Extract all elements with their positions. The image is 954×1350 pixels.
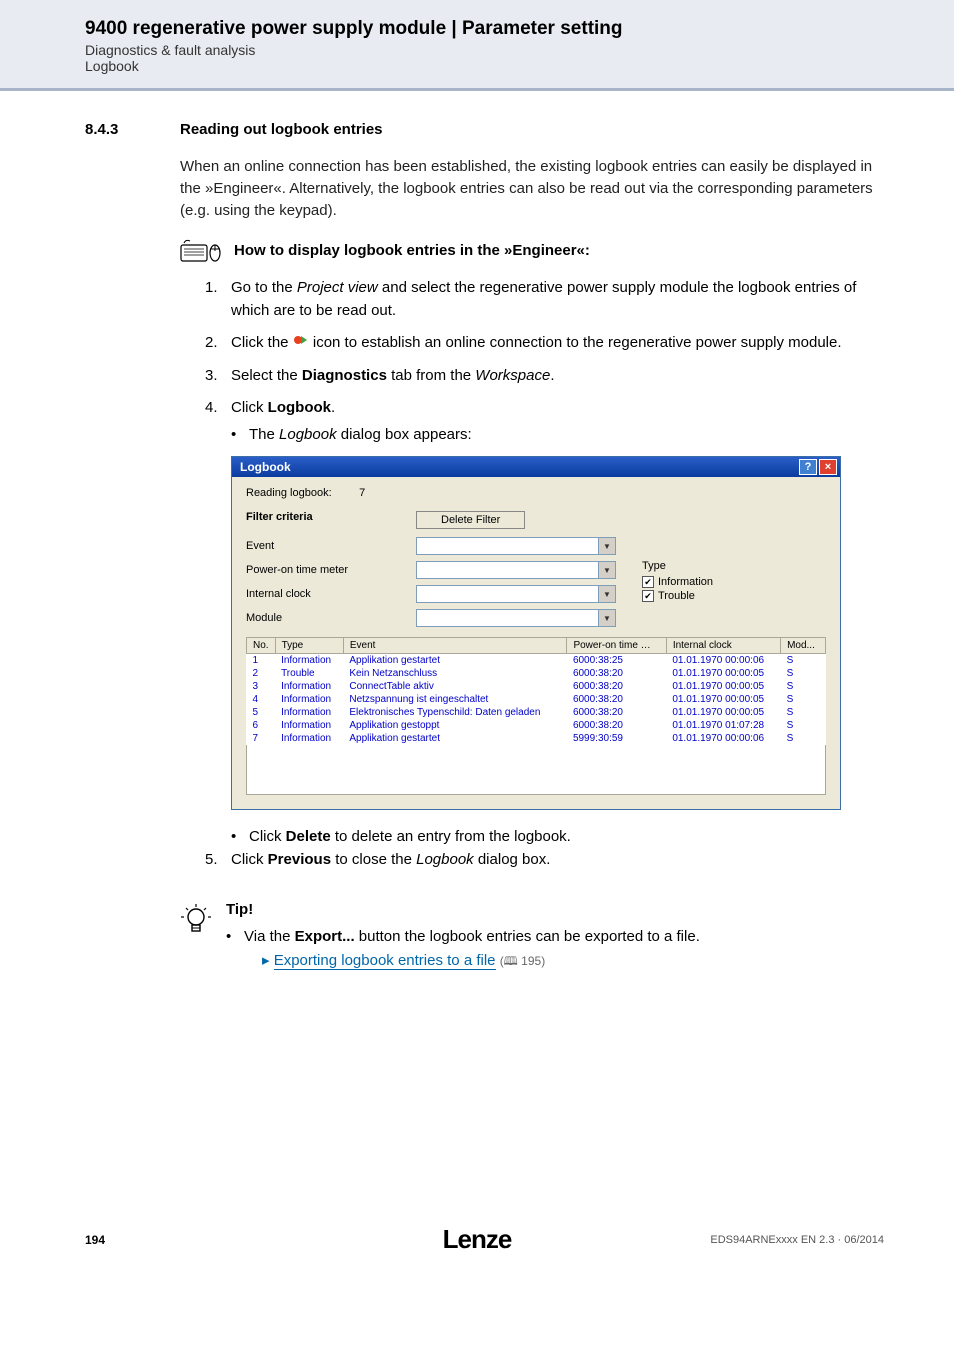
step-text: Go to the Project view and select the re… (231, 277, 884, 322)
dialog-titlebar: Logbook ? × (232, 457, 840, 477)
information-checkbox[interactable]: ✔ (642, 576, 654, 588)
internal-clock-label: Internal clock (246, 588, 416, 600)
col-type[interactable]: Type (275, 638, 343, 654)
tip-title: Tip! (226, 899, 884, 922)
keyboard-mouse-icon (180, 237, 224, 263)
step-number: 1. (205, 277, 231, 322)
page-footer: 194 Lenze EDS94ARNExxxx EN 2.3 · 06/2014 (0, 1233, 954, 1277)
howto-title: How to display logbook entries in the »E… (234, 242, 590, 259)
table-row[interactable]: 7InformationApplikation gestartet5999:30… (247, 732, 826, 745)
header-title: 9400 regenerative power supply module | … (85, 18, 924, 40)
header-subtitle-1: Diagnostics & fault analysis (85, 42, 924, 58)
module-combo[interactable] (416, 609, 616, 627)
step-5: 5. Click Previous to close the Logbook d… (205, 849, 884, 872)
type-information-checkbox-row: ✔ Information (642, 576, 826, 588)
col-power-on[interactable]: Power-on time … (567, 638, 666, 654)
section-heading: 8.4.3 Reading out logbook entries (85, 121, 884, 138)
step-text: Select the Diagnostics tab from the Work… (231, 365, 884, 388)
table-row[interactable]: 4InformationNetzspannung ist eingeschalt… (247, 693, 826, 706)
step-4: 4. Click Logbook. • The Logbook dialog b… (205, 397, 884, 446)
step-text: Click Logbook. • The Logbook dialog box … (231, 397, 884, 446)
link-arrow-icon: ▸ (262, 952, 270, 969)
delete-filter-button[interactable]: Delete Filter (416, 511, 525, 529)
event-label: Event (246, 540, 416, 552)
tip-bullet: • Via the Export... button the logbook e… (226, 926, 884, 973)
reading-label: Reading logbook: (246, 487, 356, 499)
type-trouble-checkbox-row: ✔ Trouble (642, 590, 826, 602)
step-3: 3. Select the Diagnostics tab from the W… (205, 365, 884, 388)
table-row[interactable]: 1InformationApplikation gestartet6000:38… (247, 654, 826, 668)
section-title: Reading out logbook entries (180, 121, 383, 138)
dialog-body: Reading logbook: 7 Filter criteria Delet… (232, 477, 840, 809)
step-text: Click the icon to establish an online co… (231, 332, 884, 355)
page-header: 9400 regenerative power supply module | … (0, 0, 954, 91)
internal-clock-combo[interactable] (416, 585, 616, 603)
tip-link-row: ▸ Exporting logbook entries to a file (🕮… (262, 950, 700, 973)
howto-heading: How to display logbook entries in the »E… (180, 237, 884, 263)
reading-value: 7 (359, 487, 365, 499)
steps-list: 1. Go to the Project view and select the… (205, 277, 884, 446)
step-number: 5. (205, 849, 231, 872)
table-row[interactable]: 5InformationElektronisches Typenschild: … (247, 706, 826, 719)
step-number: 3. (205, 365, 231, 388)
table-row[interactable]: 6InformationApplikation gestoppt6000:38:… (247, 719, 826, 732)
col-clock[interactable]: Internal clock (666, 638, 780, 654)
lightbulb-icon (180, 899, 212, 973)
dialog-title: Logbook (240, 460, 291, 474)
step-number: 4. (205, 397, 231, 446)
type-filter-box: Type ✔ Information ✔ Trouble (626, 560, 826, 604)
link-page-ref: (🕮 195) (500, 954, 546, 968)
step-4-bullet: • The Logbook dialog box appears: (231, 424, 884, 447)
power-on-label: Power-on time meter (246, 564, 416, 576)
doc-id: EDS94ARNExxxx EN 2.3 · 06/2014 (710, 1234, 884, 1246)
logbook-table: No. Type Event Power-on time … Internal … (246, 637, 826, 745)
logbook-dialog: Logbook ? × Reading logbook: 7 Filter cr… (231, 456, 841, 810)
module-label: Module (246, 612, 416, 624)
help-button[interactable]: ? (799, 459, 817, 475)
filter-criteria-section: Filter criteria Delete Filter Event Type… (246, 511, 826, 627)
table-row[interactable]: 3InformationConnectTable aktiv6000:38:20… (247, 680, 826, 693)
connect-icon (293, 332, 309, 355)
delete-bullet: • Click Delete to delete an entry from t… (231, 826, 884, 849)
table-row[interactable]: 2TroubleKein Netzanschluss6000:38:2001.0… (247, 667, 826, 680)
step-text: Click Previous to close the Logbook dial… (231, 849, 884, 872)
reading-logbook-row: Reading logbook: 7 (246, 487, 826, 499)
step-number: 2. (205, 332, 231, 355)
export-link[interactable]: Exporting logbook entries to a file (274, 952, 496, 970)
table-header-row: No. Type Event Power-on time … Internal … (247, 638, 826, 654)
step-2: 2. Click the icon to establish an online… (205, 332, 884, 355)
content-area: 8.4.3 Reading out logbook entries When a… (0, 91, 954, 993)
lenze-logo: Lenze (443, 1224, 512, 1255)
col-mod[interactable]: Mod... (781, 638, 826, 654)
col-no[interactable]: No. (247, 638, 276, 654)
table-empty-area (246, 745, 826, 795)
col-event[interactable]: Event (343, 638, 567, 654)
page-number: 194 (85, 1233, 105, 1247)
power-on-combo[interactable] (416, 561, 616, 579)
section-number: 8.4.3 (85, 121, 180, 138)
filter-criteria-title: Filter criteria (246, 511, 416, 523)
dialog-window-buttons: ? × (799, 459, 837, 475)
intro-paragraph: When an online connection has been estab… (180, 156, 884, 221)
trouble-checkbox[interactable]: ✔ (642, 590, 654, 602)
event-combo[interactable] (416, 537, 616, 555)
filter-grid: Event Type ✔ Information ✔ Trouble P (246, 537, 826, 627)
step-1: 1. Go to the Project view and select the… (205, 277, 884, 322)
header-subtitle-2: Logbook (85, 58, 924, 74)
tip-box: Tip! • Via the Export... button the logb… (180, 899, 884, 973)
type-title: Type (642, 560, 826, 572)
close-button[interactable]: × (819, 459, 837, 475)
after-dialog-steps: • Click Delete to delete an entry from t… (205, 826, 884, 871)
tip-body: Tip! • Via the Export... button the logb… (226, 899, 884, 973)
